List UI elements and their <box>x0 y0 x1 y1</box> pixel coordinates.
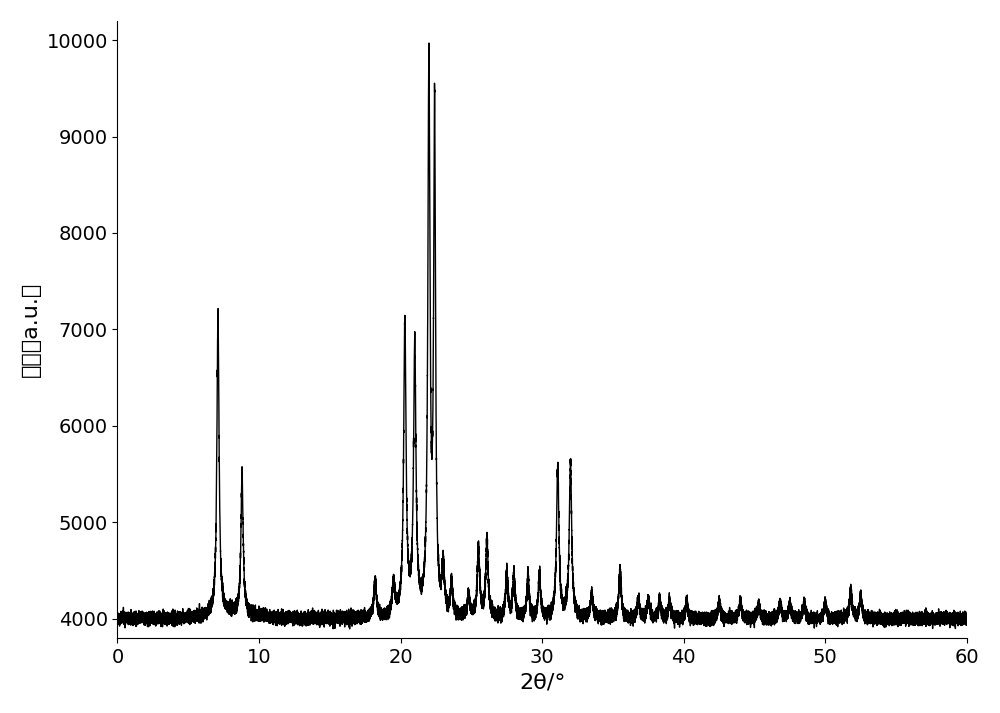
X-axis label: 2θ/°: 2θ/° <box>519 672 565 692</box>
Y-axis label: 强度（a.u.）: 强度（a.u.） <box>21 282 41 377</box>
